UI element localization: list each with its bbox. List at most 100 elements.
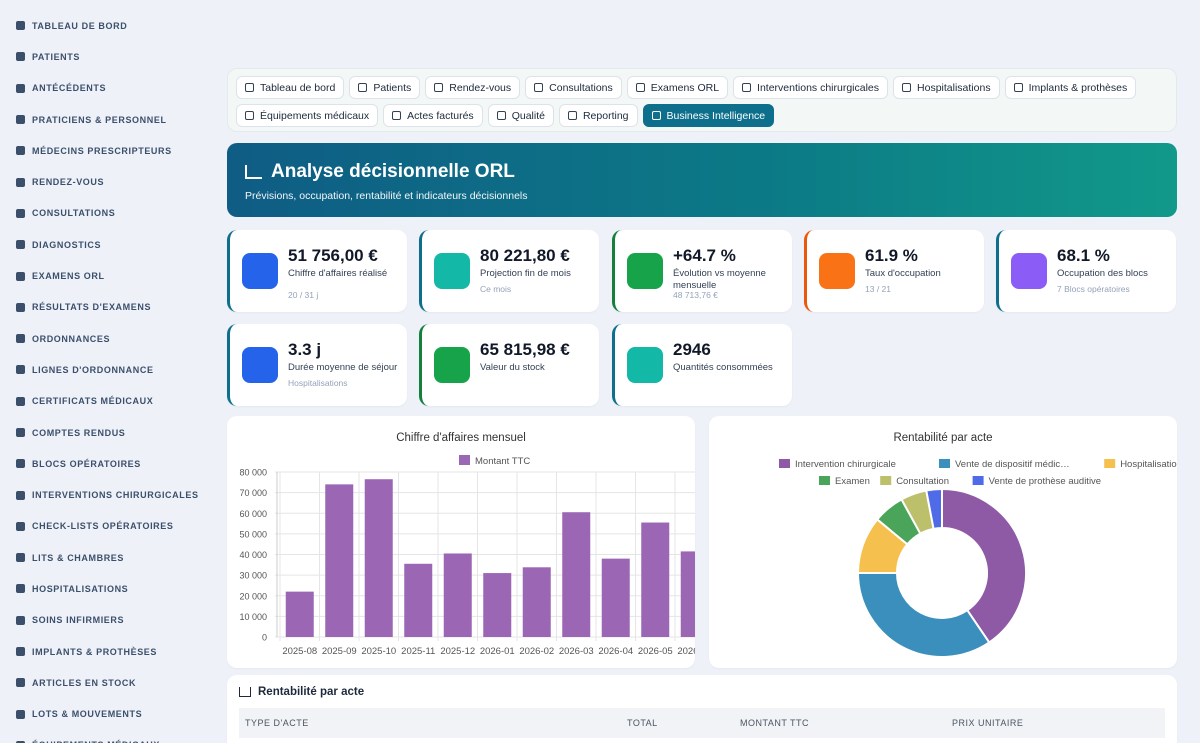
kpi-subtext: 7 Blocs opératoires	[1057, 284, 1130, 294]
tab-label: Reporting	[582, 109, 629, 122]
sidebar-item-label: Praticiens & personnel	[32, 114, 167, 125]
sidebar-item-implants-protheses[interactable]: Implants & prothèses	[0, 636, 210, 667]
chart-title: Chiffre d'affaires mensuel	[396, 432, 526, 444]
kpi-card: +64.7 % Évolution vs moyenne mensuelle 48 …	[612, 230, 792, 312]
sidebar-item-diagnostics[interactable]: Diagnostics	[0, 229, 210, 260]
tab-interventions-chirurgicales[interactable]: Interventions chirurgicales	[733, 76, 889, 99]
kpi-card: 65 815,98 € Valeur du stock	[419, 324, 599, 406]
tab-implants-protheses[interactable]: Implants & prothèses	[1004, 76, 1137, 99]
bar	[641, 522, 670, 637]
x-tick-label: 2026-01	[480, 646, 515, 657]
sidebar-item-lots-mouvements[interactable]: Lots & mouvements	[0, 699, 210, 730]
sidebar-item-label: Ordonnances	[32, 333, 111, 344]
sidebar-item-comptes-rendus[interactable]: Comptes rendus	[0, 417, 210, 448]
actes-factures-icon	[392, 111, 402, 120]
tab-label: Tableau de bord	[260, 81, 336, 94]
legend-label: Montant TTC	[475, 456, 530, 467]
praticiens-personnel-icon	[16, 115, 25, 125]
tab-hospitalisations[interactable]: Hospitalisations	[893, 76, 1000, 99]
tab-qualite[interactable]: Qualité	[487, 104, 554, 127]
sidebar-item-blocs-operatoires[interactable]: Blocs opératoires	[0, 448, 210, 479]
sidebar-item-label: Comptes rendus	[32, 427, 126, 438]
chart-line-icon	[434, 253, 470, 289]
sidebar-item-resultats-d-examens[interactable]: Résultats d'examens	[0, 292, 210, 323]
interventions-chirurgicales-icon	[16, 490, 25, 500]
hospital-icon	[1011, 253, 1047, 289]
y-tick-label: 0	[262, 633, 267, 643]
tab-label: Implants & prothèses	[1028, 81, 1128, 94]
sidebar-item-lits-chambres[interactable]: Lits & chambres	[0, 542, 210, 573]
examens-orl-icon	[635, 83, 645, 92]
sidebar-item-label: Équipements médicaux	[32, 740, 160, 743]
sidebar-item-interventions-chirurgicales[interactable]: Interventions chirurgicales	[0, 479, 210, 510]
balance-scale-icon	[239, 687, 251, 697]
x-tick-label: 2025-08	[282, 646, 317, 657]
kpi-label: Occupation des blocs	[1057, 268, 1148, 279]
sidebar-item-lignes-d-ordonnance[interactable]: Lignes d'ordonnance	[0, 354, 210, 385]
sidebar-item-label: Médecins prescripteurs	[32, 145, 172, 156]
consultations-icon	[534, 83, 544, 92]
sidebar-item-medecins-prescripteurs[interactable]: Médecins prescripteurs	[0, 135, 210, 166]
tab-business-intelligence[interactable]: Business Intelligence	[642, 104, 775, 127]
tab-rendez-vous[interactable]: Rendez-vous	[425, 76, 521, 99]
column-header[interactable]: Type d'acte	[245, 718, 309, 728]
tab-label: Business Intelligence	[666, 109, 766, 122]
sidebar-item-praticiens-personnel[interactable]: Praticiens & personnel	[0, 104, 210, 135]
kpi-label: Évolution vs moyenne mensuelle	[673, 268, 766, 291]
legend-swatch	[880, 476, 892, 485]
legend-label: Examen	[835, 476, 870, 487]
kpi-card: 3.3 j Durée moyenne de séjour Hospitalisat…	[227, 324, 407, 406]
column-header[interactable]: Prix unitaire	[952, 718, 1024, 728]
kpi-subtext: 20 / 31 j	[288, 290, 319, 300]
ordonnances-icon	[16, 334, 25, 344]
sidebar-item-tableau-de-bord[interactable]: Tableau de bord	[0, 10, 210, 41]
kpi-value: 80 221,80 €	[480, 246, 570, 265]
sidebar-item-rendez-vous[interactable]: Rendez-vous	[0, 166, 210, 197]
profitability-table-panel: Rentabilité par acte Type d'acte Total M…	[227, 675, 1177, 743]
tab-equipements-medicaux[interactable]: Équipements médicaux	[236, 104, 379, 127]
sidebar-item-hospitalisations[interactable]: Hospitalisations	[0, 573, 210, 604]
coins-icon	[242, 253, 278, 289]
column-header[interactable]: Montant TTC	[740, 718, 809, 728]
tab-examens-orl[interactable]: Examens ORL	[626, 76, 729, 99]
tab-label: Équipements médicaux	[260, 109, 370, 122]
sidebar-item-label: Implants & prothèses	[32, 646, 158, 657]
sidebar-item-check-lists-operatoires[interactable]: Check-lists opératoires	[0, 511, 210, 542]
x-tick-label: 2025-10	[361, 646, 396, 657]
sidebar-item-label: Lots & mouvements	[32, 709, 143, 720]
tab-actes-factures[interactable]: Actes facturés	[383, 104, 483, 127]
rendez-vous-icon	[434, 83, 444, 92]
sidebar-item-antecedents[interactable]: Antécédents	[0, 73, 210, 104]
sidebar-item-label: Articles en stock	[32, 677, 137, 688]
tab-tableau-de-bord[interactable]: Tableau de bord	[236, 76, 345, 99]
sidebar-item-ordonnances[interactable]: Ordonnances	[0, 323, 210, 354]
sidebar-item-label: Certificats médicaux	[32, 396, 154, 407]
tab-consultations[interactable]: Consultations	[525, 76, 622, 99]
resultats-d-examens-icon	[16, 302, 25, 312]
sidebar-item-label: Lignes d'ordonnance	[32, 364, 154, 375]
legend-label: Intervention chirurgicale	[795, 459, 896, 470]
sidebar-item-label: Soins infirmiers	[32, 615, 125, 626]
sidebar-item-consultations[interactable]: Consultations	[0, 198, 210, 229]
sidebar-item-equipements-medicaux[interactable]: Équipements médicaux	[0, 730, 210, 743]
legend-label: Consultation	[896, 476, 949, 487]
tab-reporting[interactable]: Reporting	[558, 104, 638, 127]
y-tick-label: 40 000	[239, 550, 267, 560]
kpi-value: 51 756,00 €	[288, 246, 378, 265]
sidebar-item-patients[interactable]: Patients	[0, 41, 210, 72]
column-header[interactable]: Total	[627, 718, 658, 728]
sidebar-item-articles-en-stock[interactable]: Articles en stock	[0, 667, 210, 698]
sidebar-item-label: Lits & chambres	[32, 552, 124, 563]
y-tick-label: 30 000	[239, 571, 267, 581]
donut-chart: Intervention chirurgicale Vente de dispos…	[779, 459, 1177, 658]
sidebar-item-soins-infirmiers[interactable]: Soins infirmiers	[0, 605, 210, 636]
sidebar-item-certificats-medicaux[interactable]: Certificats médicaux	[0, 386, 210, 417]
comptes-rendus-icon	[16, 428, 25, 437]
tab-patients[interactable]: Patients	[349, 76, 421, 99]
x-tick-label: 2026-03	[559, 646, 594, 657]
bar	[443, 553, 472, 637]
kpi-label: Chiffre d'affaires réalisé	[288, 268, 388, 279]
kpi-value: 2946	[673, 340, 711, 359]
sidebar-item-examens-orl[interactable]: Examens ORL	[0, 260, 210, 291]
hospitalisations-icon	[16, 584, 25, 594]
